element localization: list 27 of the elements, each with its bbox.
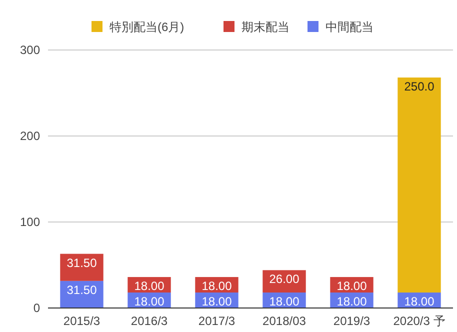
y-tick-label: 100 (20, 215, 40, 229)
data-label: 18.00 (134, 279, 165, 294)
legend-label: 中間配当 (326, 20, 374, 34)
legend-label: 特別配当(6月) (110, 20, 184, 34)
data-label: 18.00 (336, 279, 368, 294)
bar (60, 254, 104, 281)
bar (398, 78, 441, 293)
y-tick-label: 200 (20, 129, 40, 143)
data-label: 18.00 (336, 294, 368, 309)
x-tick-label: 2018/03 (262, 314, 306, 328)
data-label: 250.0 (404, 80, 435, 94)
x-tick-label: 2017/3 (198, 314, 236, 328)
data-label: 31.50 (66, 256, 98, 270)
x-tick-label: 2015/3 (63, 314, 100, 328)
x-tick-label: 2016/3 (130, 314, 168, 328)
data-label: 18.00 (202, 279, 232, 294)
x-tick-label: 2020/3 予 (393, 314, 446, 328)
legend-label: 期末配当 (242, 20, 290, 34)
data-label: 18.00 (202, 294, 232, 309)
data-label: 31.50 (66, 282, 98, 297)
x-tick-label: 2019/3 (333, 314, 370, 328)
y-tick-label: 300 (20, 43, 40, 57)
data-label: 18.00 (134, 294, 165, 309)
data-label: 26.00 (269, 272, 300, 286)
data-label: 18.00 (404, 294, 435, 309)
data-label: 18.00 (269, 294, 300, 309)
y-tick-label: 0 (33, 301, 40, 315)
